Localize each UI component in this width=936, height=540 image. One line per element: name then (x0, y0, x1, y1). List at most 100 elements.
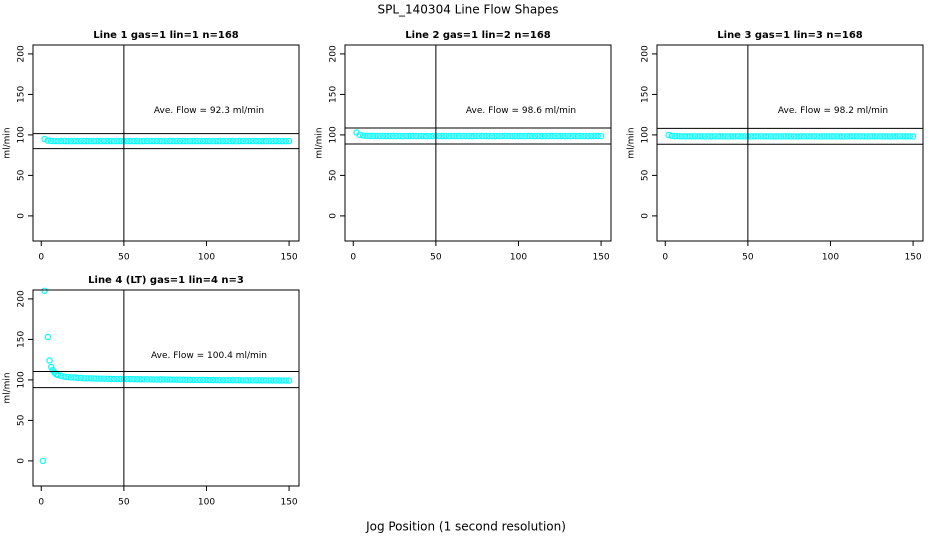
point (886, 133, 894, 140)
point (475, 132, 483, 140)
point (61, 373, 68, 380)
point (153, 137, 161, 145)
point (685, 133, 692, 140)
point (761, 133, 768, 140)
point (449, 132, 456, 140)
y-axis-label: ml/min (3, 127, 13, 158)
point (538, 132, 545, 140)
annotation: Ave. Flow = 98.6 ml/min (466, 106, 576, 116)
point (771, 133, 778, 140)
point (249, 137, 256, 145)
point (226, 377, 233, 384)
point (691, 133, 699, 140)
point (94, 375, 101, 382)
point (587, 132, 595, 140)
point (64, 137, 71, 145)
point (246, 137, 253, 145)
point (206, 137, 213, 145)
point (781, 133, 788, 140)
point (150, 376, 157, 383)
point (285, 137, 293, 145)
point (671, 132, 679, 140)
y-tick-label: 100 (17, 371, 27, 388)
point (764, 133, 771, 140)
point (87, 375, 95, 382)
y-tick-label: 150 (641, 86, 651, 103)
point (219, 376, 227, 384)
point (505, 132, 512, 140)
point (117, 375, 124, 383)
point (541, 132, 549, 140)
point (698, 133, 705, 140)
point (193, 376, 200, 384)
x-tick-label: 50 (430, 253, 442, 263)
point (429, 132, 436, 140)
point (508, 132, 516, 140)
point (439, 132, 446, 140)
point (459, 132, 466, 140)
point (721, 133, 728, 140)
point (708, 133, 715, 140)
point (196, 376, 204, 384)
x-tick-label: 150 (904, 253, 921, 263)
point (472, 132, 479, 140)
point (41, 287, 48, 295)
point (206, 376, 213, 384)
point (127, 137, 134, 145)
point (223, 376, 230, 384)
point (747, 133, 755, 140)
point (180, 137, 187, 145)
point (823, 133, 831, 140)
point (236, 377, 243, 384)
y-tick-label: 50 (329, 169, 339, 181)
point (790, 133, 798, 140)
point (787, 133, 795, 140)
point (269, 377, 276, 384)
point (899, 133, 907, 140)
point (104, 375, 111, 382)
panel-title: Line 2 gas=1 lin=2 n=168 (405, 30, 551, 41)
point (751, 133, 758, 140)
point (409, 132, 416, 140)
point (173, 137, 180, 145)
point (94, 137, 101, 145)
point (190, 137, 197, 145)
point (728, 133, 735, 140)
point (853, 133, 861, 140)
point (784, 133, 791, 140)
point (594, 132, 601, 140)
y-tick-label: 100 (329, 126, 339, 143)
point (711, 133, 719, 140)
point (903, 133, 910, 140)
point (110, 375, 118, 383)
point (170, 137, 177, 145)
point (160, 376, 167, 383)
point (110, 138, 118, 145)
point (668, 132, 676, 140)
point (262, 377, 270, 384)
point (850, 133, 857, 140)
point (54, 371, 61, 379)
point (548, 132, 555, 140)
point (150, 137, 157, 145)
y-axis-label: ml/min (627, 127, 637, 158)
x-tick-label: 100 (198, 253, 215, 263)
point (880, 133, 887, 140)
x-tick-label: 0 (38, 253, 44, 263)
point (830, 133, 837, 140)
point (84, 375, 91, 382)
point (396, 132, 403, 140)
point (817, 133, 824, 140)
x-tick-label: 0 (662, 253, 668, 263)
point (199, 376, 207, 384)
point (166, 376, 174, 383)
point (166, 137, 174, 145)
x-tick-label: 100 (822, 253, 839, 263)
panel-title: Line 3 gas=1 lin=3 n=168 (717, 30, 863, 41)
point (843, 133, 851, 140)
point (233, 377, 240, 384)
x-axis-label: Jog Position (1 second resolution) (365, 520, 566, 534)
point (246, 377, 253, 384)
point (804, 133, 811, 140)
